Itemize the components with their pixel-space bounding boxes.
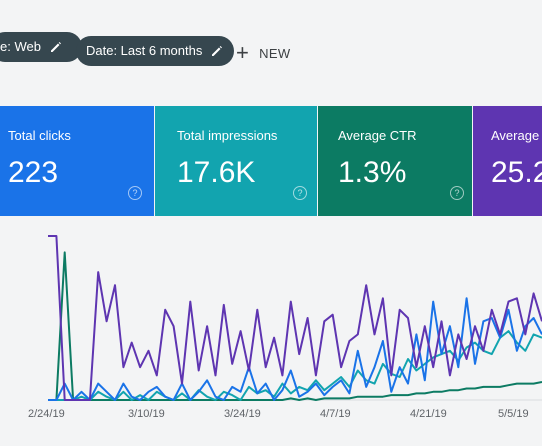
x-tick-label: 4/7/19 [320,408,351,420]
metric-value: 1.3% [338,156,407,189]
help-icon[interactable]: ? [128,186,142,200]
x-tick-label: 2/24/19 [28,408,65,420]
total-clicks-card[interactable]: Total clicks 223 ? [0,106,154,216]
plus-icon: + [236,40,250,65]
metric-label: Total clicks [8,128,71,143]
chart-plot-area [48,235,542,401]
x-tick-label: 5/5/19 [498,408,529,420]
average-position-card[interactable]: Average po 25.2 [473,106,542,216]
edit-pencil-icon[interactable] [49,40,63,54]
metric-value: 17.6K [177,156,256,189]
search-type-filter-label: e: Web [0,39,41,54]
help-icon[interactable]: ? [293,186,307,200]
edit-pencil-icon[interactable] [210,44,224,58]
series-line [48,235,542,401]
series-line [48,297,542,401]
metric-value: 223 [8,156,59,189]
metric-label: Average po [491,128,542,143]
x-tick-label: 3/24/19 [224,408,261,420]
date-filter-chip[interactable]: Date: Last 6 months [76,36,234,66]
performance-line-chart: 2/24/19 3/10/19 3/24/19 4/7/19 4/21/19 5… [0,222,542,446]
x-tick-label: 3/10/19 [128,408,165,420]
metric-value: 25.2 [491,156,542,189]
x-tick-label: 4/21/19 [410,408,447,420]
metric-cards: Total clicks 223 ? Total impressions 17.… [0,106,542,216]
metric-label: Average CTR [338,128,417,143]
new-filter-button[interactable]: + NEW [236,38,290,68]
new-filter-label: NEW [259,45,291,61]
help-icon[interactable]: ? [450,186,464,200]
filter-bar: e: Web Date: Last 6 months + NEW [0,28,542,72]
date-filter-label: Date: Last 6 months [86,43,203,58]
search-type-filter-chip[interactable]: e: Web [0,32,82,62]
series-line [48,330,542,401]
total-impressions-card[interactable]: Total impressions 17.6K ? [155,106,317,216]
average-ctr-card[interactable]: Average CTR 1.3% ? [318,106,472,216]
metric-label: Total impressions [177,128,278,143]
